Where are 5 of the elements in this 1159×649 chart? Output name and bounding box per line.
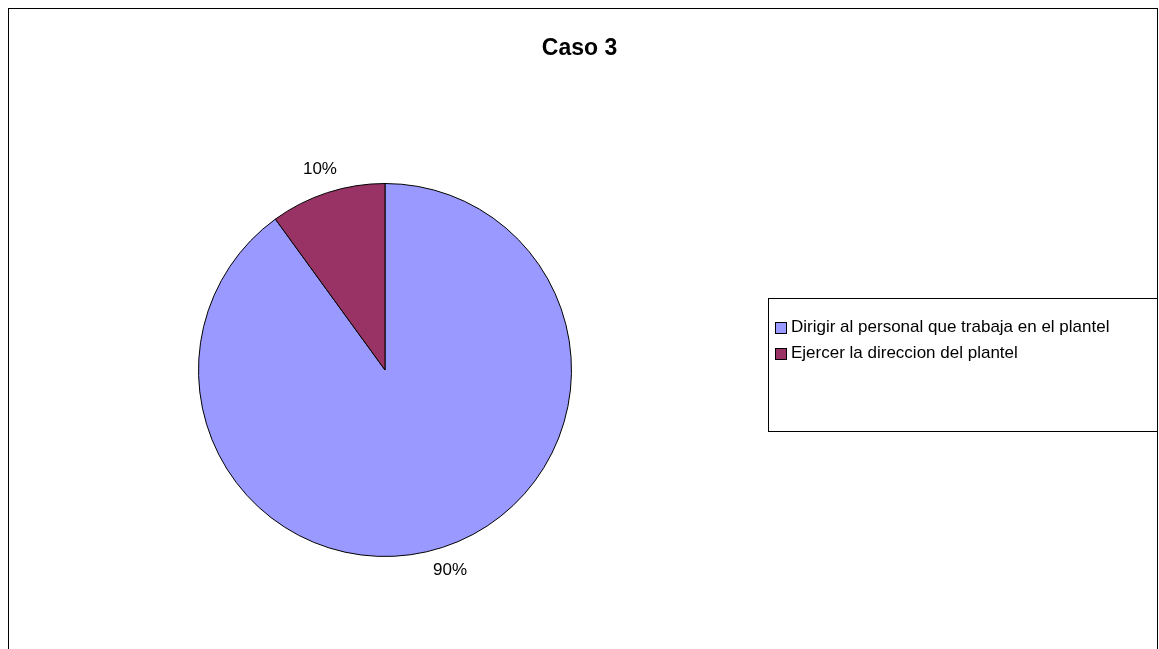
legend-label: Ejercer la direccion del plantel xyxy=(791,343,1018,363)
chart-title: Caso 3 xyxy=(540,34,619,61)
data-label: 10% xyxy=(302,159,337,179)
legend-label: Dirigir al personal que trabaja en el plantel xyxy=(791,317,1110,337)
data-label: 90% xyxy=(433,559,468,579)
